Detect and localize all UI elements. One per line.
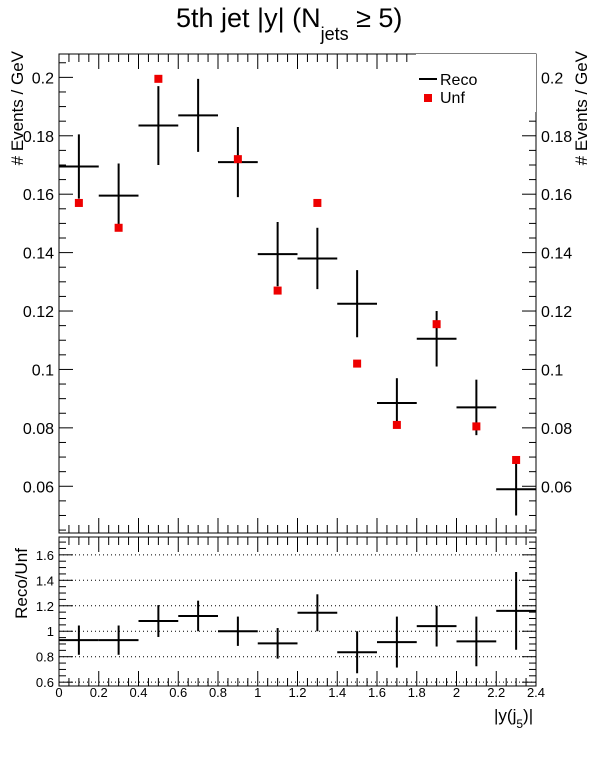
legend-box bbox=[416, 54, 536, 112]
top-ytick-label-left: 0.1 bbox=[32, 362, 54, 379]
unf-point bbox=[432, 320, 441, 329]
top-ytick-label-left: 0.14 bbox=[23, 246, 54, 263]
ratio-ytick-label: 0.8 bbox=[36, 650, 54, 665]
unf-point bbox=[273, 286, 282, 295]
unf-point bbox=[392, 420, 401, 429]
unf-point bbox=[313, 198, 322, 207]
top-ytick-label-left: 0.18 bbox=[23, 129, 54, 146]
legend-reco-label: Reco bbox=[440, 72, 477, 89]
ratio-ytick-label: 1.4 bbox=[36, 573, 54, 588]
title-main: 5th jet |y| (N bbox=[176, 3, 321, 33]
ratio-ylabel: Reco/Unf bbox=[12, 548, 31, 619]
ratio-xtick-label: 1.2 bbox=[288, 685, 306, 700]
top-ylabel-right: # Events / GeV bbox=[572, 50, 591, 165]
top-ytick-label-right: 0.12 bbox=[541, 304, 572, 321]
ratio-xtick-label: 2.4 bbox=[527, 685, 545, 700]
ratio-ytick-label: 1 bbox=[47, 624, 54, 639]
unf-point bbox=[512, 455, 521, 464]
ratio-plot-frame bbox=[58, 536, 537, 687]
unf-point bbox=[353, 359, 362, 368]
top-ytick-label-right: 0.08 bbox=[541, 421, 572, 438]
top-ytick-label-left: 0.2 bbox=[32, 70, 54, 87]
top-plot-frame bbox=[58, 53, 537, 534]
ratio-xtick-label: 0.4 bbox=[129, 685, 147, 700]
top-ylabel-left: # Events / GeV bbox=[8, 50, 27, 165]
ratio-xtick-label: 1 bbox=[254, 685, 261, 700]
ratio-xtick-label: 0.2 bbox=[90, 685, 108, 700]
legend-unf-marker bbox=[424, 94, 432, 102]
ratio-xtick-label: 0.6 bbox=[169, 685, 187, 700]
unf-point bbox=[114, 223, 123, 232]
ratio-xtick-label: 1.6 bbox=[368, 685, 386, 700]
top-ytick-label-left: 0.08 bbox=[23, 421, 54, 438]
ratio-xtick-label: 1.4 bbox=[328, 685, 346, 700]
legend-unf-label: Unf bbox=[440, 90, 465, 107]
top-ytick-label-right: 0.2 bbox=[541, 70, 563, 87]
ratio-xtick-label: 0.8 bbox=[209, 685, 227, 700]
top-ytick-label-left: 0.06 bbox=[23, 479, 54, 496]
ratio-xlabel-tail: )| bbox=[523, 706, 533, 725]
ratio-xlabel: |y(j5)| bbox=[494, 706, 533, 731]
unf-point bbox=[233, 155, 242, 164]
ratio-xtick-label: 0 bbox=[55, 685, 62, 700]
svg-text:5th jet |y| (Njets ≥ 5): 5th jet |y| (Njets ≥ 5) bbox=[176, 3, 402, 44]
top-ytick-label-left: 0.16 bbox=[23, 187, 54, 204]
unf-point bbox=[472, 422, 481, 431]
ratio-xlabel-sub: 5 bbox=[516, 717, 523, 731]
top-ytick-label-right: 0.18 bbox=[541, 129, 572, 146]
ratio-xtick-label: 2.2 bbox=[487, 685, 505, 700]
unf-point bbox=[154, 74, 163, 83]
top-ytick-label-right: 0.14 bbox=[541, 246, 572, 263]
unf-point bbox=[74, 198, 83, 207]
ratio-ytick-label: 1.6 bbox=[36, 548, 54, 563]
top-ytick-label-right: 0.1 bbox=[541, 362, 563, 379]
title-tail: ≥ 5) bbox=[349, 3, 403, 33]
chart-title: 5th jet |y| (Njets ≥ 5) bbox=[176, 3, 402, 44]
top-ytick-label-right: 0.06 bbox=[541, 479, 572, 496]
ratio-xlabel-main: |y(j bbox=[494, 706, 516, 725]
title-sub: jets bbox=[320, 24, 349, 44]
top-ytick-label-left: 0.12 bbox=[23, 304, 54, 321]
ratio-xtick-label: 2 bbox=[453, 685, 460, 700]
ratio-ytick-label: 0.6 bbox=[36, 675, 54, 690]
top-ytick-label-right: 0.16 bbox=[541, 187, 572, 204]
ratio-ytick-label: 1.2 bbox=[36, 599, 54, 614]
ratio-xtick-label: 1.8 bbox=[408, 685, 426, 700]
